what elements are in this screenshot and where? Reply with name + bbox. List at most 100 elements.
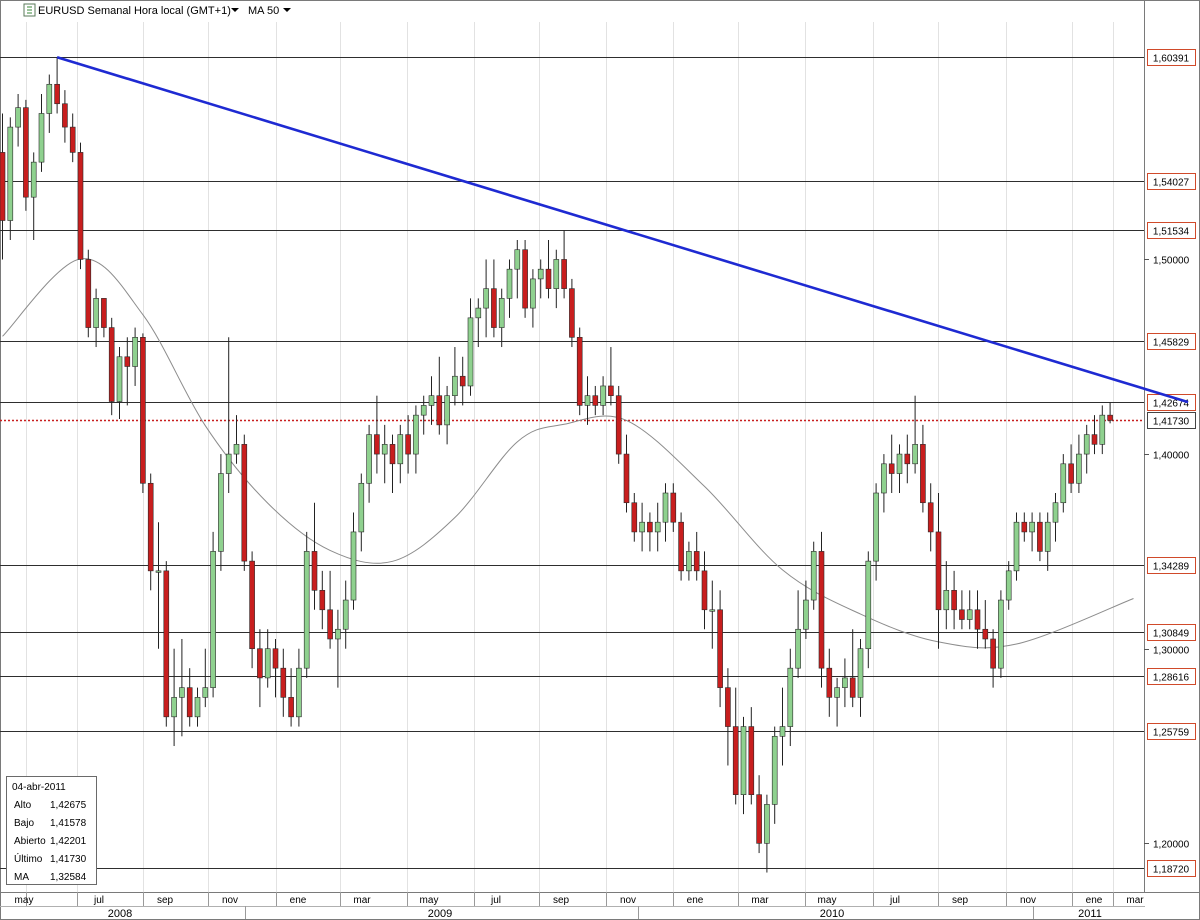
candle	[943, 561, 950, 630]
candle	[444, 385, 450, 445]
candle	[990, 629, 996, 688]
candle-body-up	[771, 735, 778, 805]
candle-body-up	[1052, 502, 1059, 523]
candle	[85, 249, 92, 338]
candle	[623, 434, 630, 513]
candle-body-up	[530, 278, 536, 309]
candle	[1052, 493, 1059, 542]
candle-body-down	[319, 590, 326, 611]
month-label: sep	[553, 895, 570, 906]
candle	[1005, 561, 1012, 610]
candle	[904, 434, 911, 484]
candle	[436, 356, 443, 435]
info-date: 04-abr-2011	[12, 782, 66, 793]
candle	[818, 531, 825, 688]
candle-body-down	[280, 667, 287, 698]
candle	[615, 385, 622, 464]
candle-body-down	[990, 638, 996, 669]
candle	[514, 239, 521, 299]
candle	[732, 687, 739, 805]
candle-body-down	[85, 259, 92, 328]
info-label-high: Alto	[14, 800, 32, 811]
candle-body-up	[225, 453, 232, 474]
candle	[631, 493, 638, 542]
candle	[272, 638, 279, 698]
price-level-label-box	[1147, 557, 1196, 574]
candle	[959, 590, 965, 630]
candle-body-up	[537, 268, 544, 280]
candle-body-up	[38, 113, 45, 163]
candle-body-up	[179, 687, 185, 698]
month-label: jul	[490, 895, 501, 906]
candle	[452, 347, 458, 406]
candle	[1021, 512, 1028, 542]
price-level-label: 1,28616	[1153, 673, 1190, 684]
candle	[537, 259, 544, 299]
candle-body-up	[350, 531, 357, 601]
candle	[670, 483, 677, 532]
indicator-dropdown-icon[interactable]	[283, 8, 291, 12]
candle-body-down	[23, 107, 29, 198]
candle-body-up	[857, 648, 864, 698]
candle-body-down	[186, 687, 193, 718]
chevron-down-icon[interactable]	[231, 8, 239, 12]
candle	[38, 94, 45, 172]
candle	[311, 502, 318, 610]
candle-body-up	[452, 375, 458, 396]
price-level-label-box	[1147, 222, 1196, 239]
month-label: ene	[290, 895, 307, 906]
candle	[506, 259, 513, 318]
downtrend-line[interactable]	[56, 55, 1189, 404]
price-tick-label: 1,30000	[1153, 646, 1190, 657]
candle-body-down	[108, 327, 115, 402]
candle	[740, 716, 747, 815]
candle-body-down	[849, 677, 856, 698]
candle	[93, 288, 99, 348]
candle	[787, 648, 794, 747]
candle	[218, 454, 224, 571]
candle-body-up	[881, 463, 887, 494]
candle	[826, 648, 833, 717]
candle-body-down	[241, 444, 248, 562]
month-label: mar	[751, 895, 769, 906]
price-level-label: 1,30849	[1153, 629, 1190, 640]
candle-body-up	[912, 444, 918, 465]
candle	[608, 347, 614, 406]
candle	[202, 648, 209, 708]
candle-body-down	[374, 434, 380, 455]
candle	[350, 512, 357, 610]
candle-body-down	[1037, 521, 1043, 552]
indicator-label[interactable]: MA 50	[248, 5, 279, 17]
month-label: jul	[889, 895, 900, 906]
candle	[124, 337, 131, 406]
candle	[358, 473, 365, 552]
candle-body-up	[842, 677, 848, 688]
candle	[132, 327, 138, 386]
candle-body-down	[1021, 521, 1028, 533]
month-label: mar	[1126, 895, 1144, 906]
price-tick-label: 1,20000	[1153, 840, 1190, 851]
candle	[335, 609, 341, 688]
candle-body-up	[803, 599, 809, 630]
price-level-label-box	[1147, 333, 1196, 350]
candle	[381, 424, 388, 484]
candle-body-up	[93, 298, 99, 328]
chart-header: EURUSD Semanal Hora local (GMT+1) MA 50	[23, 3, 291, 17]
candle-body-down	[491, 288, 497, 328]
candle	[413, 405, 419, 474]
candle	[147, 473, 154, 591]
symbol-dropdown[interactable]	[231, 8, 239, 12]
info-value-ma: 1,32584	[50, 872, 87, 883]
candle-body-up	[1029, 521, 1035, 533]
candle	[896, 444, 903, 494]
candle	[296, 648, 302, 727]
candle-body-up	[834, 687, 840, 698]
candle	[366, 424, 372, 503]
last-price-label-box	[1147, 412, 1196, 429]
candle	[1029, 512, 1035, 552]
candle	[803, 580, 809, 639]
candle-body-up	[966, 609, 973, 620]
candle-body-up	[420, 405, 427, 416]
candle	[717, 590, 723, 708]
candle	[530, 269, 536, 328]
